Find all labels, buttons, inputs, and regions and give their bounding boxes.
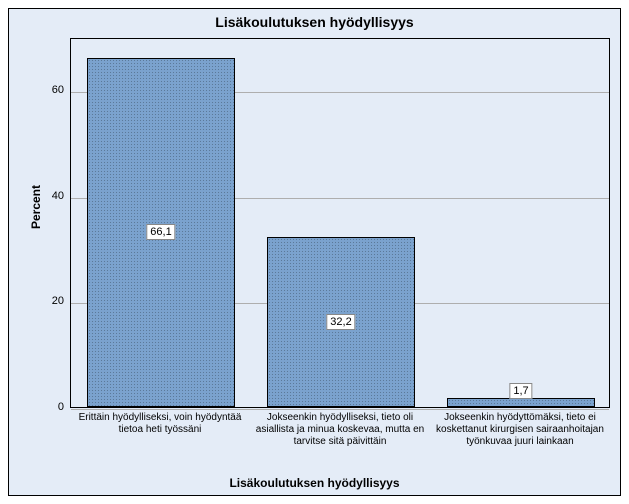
category-label: Jokseenkin hyödyttömäksi, tieto ei koske… <box>430 412 610 448</box>
y-tick-label: 60 <box>24 84 64 96</box>
bar: 66,1 <box>87 58 235 407</box>
bar: 32,2 <box>267 237 415 407</box>
bar-value-label: 1,7 <box>509 383 532 399</box>
chart-title: Lisäkoulutuksen hyödyllisyys <box>0 14 629 30</box>
x-axis-label: Lisäkoulutuksen hyödyllisyys <box>0 476 629 490</box>
y-tick-label: 20 <box>24 295 64 307</box>
category-label: Jokseenkin hyödylliseksi, tieto oli asia… <box>250 412 430 448</box>
gridline <box>71 409 609 410</box>
y-tick-label: 40 <box>24 190 64 202</box>
y-tick-label: 0 <box>24 401 64 413</box>
bar-value-label: 32,2 <box>326 314 355 330</box>
category-label: Erittäin hyödylliseksi, voin hyödyntää t… <box>70 412 250 436</box>
bar: 1,7 <box>447 398 595 407</box>
plot-area: 66,1 32,2 1,7 <box>70 38 610 408</box>
chart-container: Lisäkoulutuksen hyödyllisyys Percent 66,… <box>0 0 629 504</box>
bar-value-label: 66,1 <box>146 224 175 240</box>
